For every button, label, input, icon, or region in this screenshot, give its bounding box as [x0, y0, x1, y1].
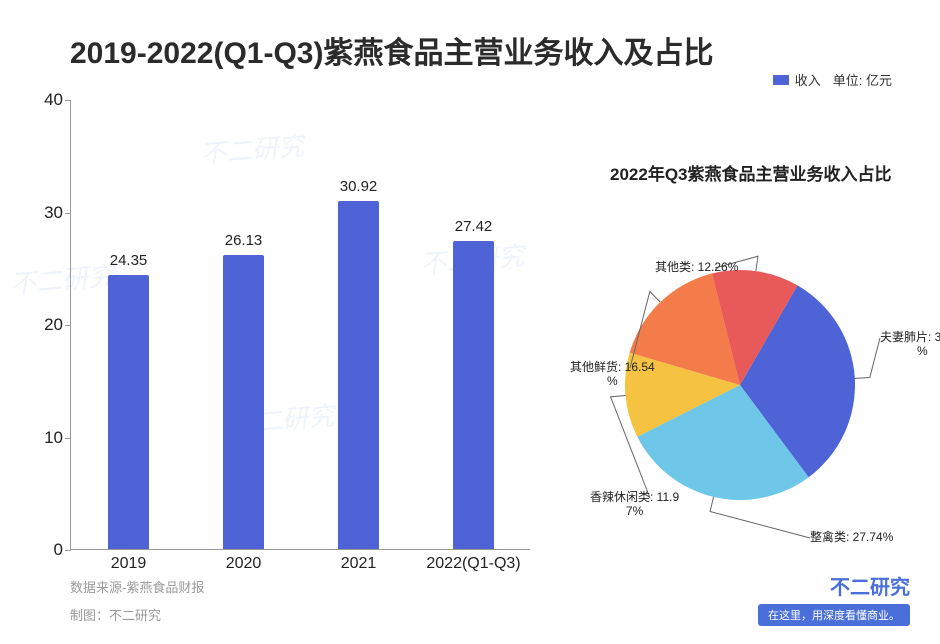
pie-chart: 夫妻肺片: 31.49%整禽类: 27.74%香辣休闲类: 11.97%其他鲜货…: [560, 200, 920, 540]
brand-name: 不二研究: [758, 571, 910, 600]
pie-leader-line: [855, 338, 880, 378]
pie-chart-title: 2022年Q3紫燕食品主营业务收入占比: [610, 160, 892, 185]
pie-slice-label: 整禽类: 27.74%: [810, 530, 893, 544]
y-axis-tick-label: 20: [44, 315, 63, 335]
chart-credit: 制图：不二研究: [70, 605, 161, 624]
pie-slice-label: 其他鲜货: 16.54%: [570, 360, 655, 389]
y-axis-tick-label: 30: [44, 203, 63, 223]
bar: 24.35: [108, 275, 148, 549]
legend-unit: 单位: 亿元: [833, 70, 892, 89]
y-axis-tick-label: 40: [44, 90, 63, 110]
x-axis-tick-label: 2022(Q1-Q3): [426, 555, 520, 573]
x-axis-tick-label: 2019: [111, 555, 147, 573]
pie-slice-label: 夫妻肺片: 31.49%: [880, 330, 940, 359]
y-axis-tick-label: 0: [54, 540, 63, 560]
bar: 27.42: [453, 241, 493, 549]
legend-swatch: [773, 75, 789, 85]
bar-plot-area: 01020304024.35201926.13202030.92202127.4…: [70, 100, 530, 550]
bar-value-label: 30.92: [340, 178, 378, 195]
pie-slice-label: 其他类: 12.26%: [655, 260, 738, 274]
bar-value-label: 27.42: [455, 218, 493, 235]
bar: 30.92: [338, 201, 378, 549]
y-axis-tick-label: 10: [44, 428, 63, 448]
brand-tagline: 在这里，用深度看懂商业。: [758, 604, 910, 626]
bar-chart: 01020304024.35201926.13202030.92202127.4…: [70, 100, 530, 550]
brand-box: 不二研究 在这里，用深度看懂商业。: [758, 571, 910, 626]
bar: 26.13: [223, 255, 263, 549]
bar-value-label: 26.13: [225, 232, 263, 249]
legend-label: 收入: [795, 70, 821, 89]
chart-title: 2019-2022(Q1-Q3)紫燕食品主营业务收入及占比: [70, 28, 713, 72]
x-axis-tick-label: 2021: [341, 555, 377, 573]
x-axis-tick-label: 2020: [226, 555, 262, 573]
pie-slice-label: 香辣休闲类: 11.97%: [590, 490, 679, 519]
legend: 收入 单位: 亿元: [773, 70, 892, 89]
bar-value-label: 24.35: [110, 252, 148, 269]
data-source: 数据来源-紫燕食品财报: [70, 577, 204, 596]
pie-leader-line: [710, 497, 810, 538]
